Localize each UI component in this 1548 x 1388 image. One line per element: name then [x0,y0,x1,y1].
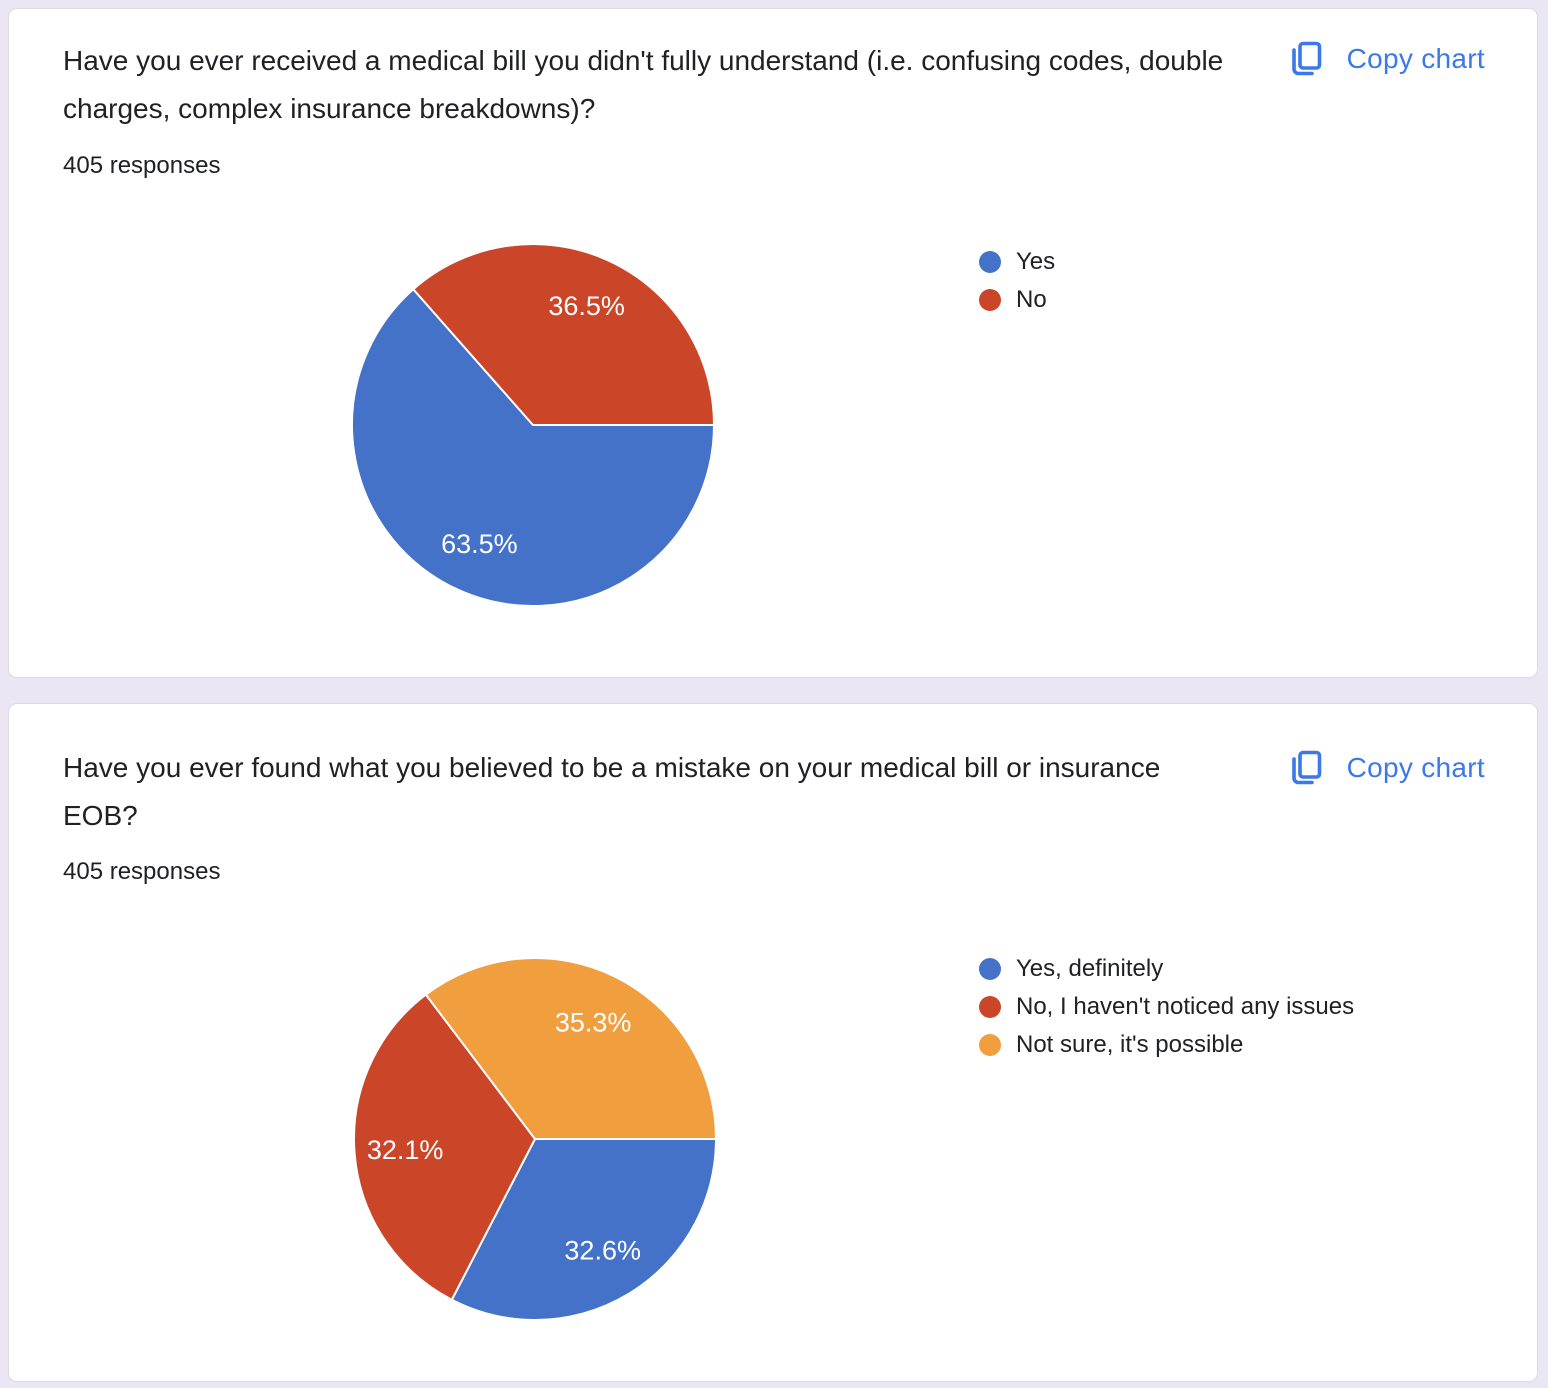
pie-slice-label: 32.1% [367,1135,444,1165]
copy-chart-button[interactable]: Copy chart [1286,39,1485,79]
legend-item: No, I haven't noticed any issues [979,994,1354,1020]
legend-label: No, I haven't noticed any issues [1016,993,1355,1020]
pie-chart: 32.6% 32.1% 35.3% [353,957,717,1321]
pie-slice-label: 35.3% [555,1007,632,1037]
legend-label: Yes, definitely [1016,955,1164,982]
pie-slice [450,1138,717,1321]
question-title: Have you ever found what you believed to… [63,752,1161,831]
pie-chart: 63.5% 36.5% [351,242,715,607]
legend-label: Yes [1016,248,1056,275]
question-title: Have you ever received a medical bill yo… [63,45,1224,124]
chart-legend: Yes, definitely No, I haven't noticed any… [979,956,1354,1070]
pie-slice-label: 32.6% [564,1235,641,1265]
copy-chart-button[interactable]: Copy chart [1286,748,1485,788]
legend-item: Yes, definitely [979,956,1354,982]
pie-slice-label: 63.5% [441,529,518,559]
response-count: 405 responses [63,858,221,885]
legend-swatch [979,289,1001,311]
legend-swatch [979,996,1001,1018]
pie-slice [353,993,536,1301]
response-count: 405 responses [63,152,221,179]
pie-slice [412,242,715,426]
legend-item: Not sure, it's possible [979,1032,1354,1058]
copy-icon [1291,750,1321,785]
copy-chart-label: Copy chart [1346,752,1485,783]
pie-slice [351,288,715,607]
pie-slice-label: 36.5% [548,291,625,321]
chart-legend: Yes No [979,249,1055,325]
legend-item: No [979,287,1055,313]
question-card: Have you ever received a medical bill yo… [8,8,1538,678]
copy-icon [1291,41,1321,76]
legend-swatch [979,251,1001,273]
legend-swatch [979,958,1001,980]
pie-slice [424,957,717,1140]
question-card: Have you ever found what you believed to… [8,703,1538,1382]
legend-label: No [1016,286,1047,313]
legend-label: Not sure, it's possible [1016,1031,1244,1058]
legend-item: Yes [979,249,1055,275]
copy-chart-label: Copy chart [1346,43,1485,74]
legend-swatch [979,1034,1001,1056]
